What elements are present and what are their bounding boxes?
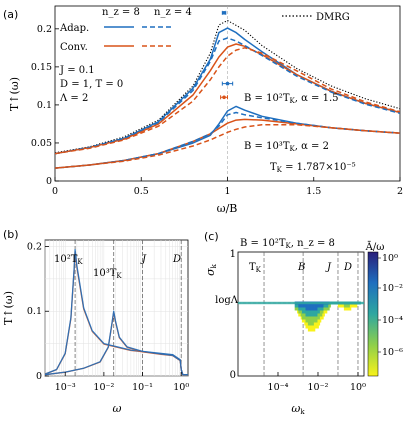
plot-a-ytick-label: 0.05 bbox=[31, 138, 52, 149]
panel-a-label: (a) bbox=[3, 8, 18, 21]
colorbar-label: Ā/ω bbox=[365, 241, 385, 253]
plot-a-series-line bbox=[55, 19, 400, 154]
plot-a-xtick-label: 2 bbox=[397, 186, 403, 197]
plot-c-ylabel: σk bbox=[204, 263, 218, 276]
plot-b-xtick-label: 10⁰ bbox=[173, 382, 189, 393]
plot-a-ytick-label: 0.15 bbox=[31, 62, 52, 73]
panel-b-label: (b) bbox=[3, 228, 19, 241]
plot-c-xlabel: ωk bbox=[291, 402, 305, 416]
plot-b-series-line bbox=[45, 250, 188, 376]
colorbar-tick-label: 10⁻⁶ bbox=[382, 347, 403, 358]
plot-b-series bbox=[45, 249, 188, 376]
annotation-lambda: Λ = 2 bbox=[59, 93, 88, 104]
panel-c: (c) B = 10²TK, n_z = 8 10⁻⁴ 10⁻² 10⁰ TK B … bbox=[204, 230, 403, 416]
plot-a-ytick-label: 0 bbox=[46, 176, 52, 187]
plot-a-xtick-label: 0.5 bbox=[134, 186, 149, 197]
plot-b-ytick-label: 0 bbox=[36, 371, 42, 382]
plot-b-series-line bbox=[45, 249, 188, 376]
plot-b-series-line bbox=[45, 310, 188, 376]
legend-conv-label: Conv. bbox=[60, 42, 88, 53]
panel-c-label: (c) bbox=[204, 230, 219, 243]
plot-c-frame bbox=[237, 251, 365, 377]
panel-b: (b) 10⁻³ 10⁻² 10⁻¹ 10⁰ 0 0.1 0.2 10²TK 10³TK J… bbox=[2, 228, 189, 415]
annotation-j: J = 0.1 bbox=[59, 65, 95, 76]
plot-a-series-line bbox=[55, 123, 400, 169]
plot-a-xtick-label: 1.5 bbox=[306, 186, 321, 197]
plot-c-heat-cell bbox=[354, 304, 358, 308]
colorbar-tick-label: 10⁰ bbox=[382, 253, 398, 264]
plot-c-label-j: J bbox=[325, 262, 332, 273]
plot-a-marker-point bbox=[222, 11, 226, 15]
plot-b-label-100tk: 10²TK bbox=[54, 254, 83, 266]
plot-c-heat-cell bbox=[316, 325, 319, 329]
plot-a-xlabel: ω/B bbox=[217, 202, 238, 215]
plot-a-series-line bbox=[55, 43, 400, 155]
plot-c-xtick-label: 10⁻² bbox=[308, 382, 329, 393]
annotation-d-t: D = 1, T = 0 bbox=[60, 79, 123, 90]
plot-c-heat-cell bbox=[318, 319, 322, 323]
plot-b-reference-lines bbox=[74, 240, 182, 376]
plot-b-label-d: D bbox=[172, 254, 181, 265]
plot-a-markers bbox=[220, 10, 234, 100]
plot-c-heat-cell bbox=[328, 304, 331, 308]
plot-c-heat-cell bbox=[324, 310, 328, 314]
plot-b-label-j: J bbox=[140, 254, 147, 265]
annotation-tk: TK = 1.787×10⁻⁵ bbox=[270, 162, 356, 174]
panel-a: (a) 0 0.5 1 1.5 2 0 0.05 0.1 0.15 0.2 n_z = 8 n_z… bbox=[3, 5, 403, 215]
plot-a-ylabel: T↑(ω) bbox=[8, 77, 21, 111]
plot-a-series bbox=[55, 19, 400, 169]
plot-c-heatmap bbox=[238, 301, 364, 332]
plot-b-xtick-label: 10⁻¹ bbox=[132, 382, 153, 393]
plot-a-ytick-label: 0.2 bbox=[37, 24, 52, 35]
colorbar-tick-label: 10⁻² bbox=[382, 283, 403, 294]
plot-b-ticks: 10⁻³ 10⁻² 10⁻¹ 10⁰ 0 0.1 0.2 bbox=[27, 241, 189, 393]
plot-a-series-line bbox=[55, 37, 400, 155]
plot-c-heat-cell bbox=[321, 316, 324, 320]
annotation-b-100: B = 10²TK, α = 1.5 bbox=[244, 93, 338, 105]
plot-c-label-tk: TK bbox=[249, 262, 262, 274]
plot-a-marker-point bbox=[222, 95, 226, 100]
colorbar-tick-label: 10⁻⁴ bbox=[382, 315, 403, 326]
plot-c-heat-cell bbox=[348, 307, 352, 311]
plot-a-series-line bbox=[55, 47, 400, 155]
plot-c-heat-cell bbox=[322, 313, 325, 317]
plot-c-xtick-label: 10⁻⁴ bbox=[268, 382, 289, 393]
plot-a-series-line bbox=[55, 111, 400, 169]
colorbar-ticks: 10⁰ 10⁻² 10⁻⁴ 10⁻⁶ bbox=[378, 253, 403, 358]
legend-adap-label: Adap. bbox=[59, 23, 89, 34]
plot-b-ytick-label: 0.2 bbox=[27, 241, 42, 252]
plot-c-heat-cell bbox=[327, 307, 330, 311]
plot-b-xtick-label: 10⁻³ bbox=[55, 382, 76, 393]
plot-c-ticks: 10⁻⁴ 10⁻² 10⁰ bbox=[268, 372, 366, 393]
plot-a-xtick-label: 0 bbox=[52, 186, 58, 197]
legend-header-nz8: n_z = 8 bbox=[102, 7, 140, 18]
plot-b-label-1000tk: 10³TK bbox=[93, 268, 122, 280]
plot-b-xtick-label: 10⁻² bbox=[93, 382, 114, 393]
plot-c-heat-band bbox=[238, 301, 364, 305]
plot-a-marker-point bbox=[225, 81, 230, 86]
plot-c-label-d: D bbox=[343, 262, 352, 273]
plot-b-ylabel: T↑(ω) bbox=[2, 291, 15, 325]
legend-header-nz4: n_z = 4 bbox=[154, 7, 192, 18]
plot-c-ytick-1: 1 bbox=[230, 249, 236, 260]
plot-a-xtick-label: 1 bbox=[224, 186, 230, 197]
legend-dmrg-label: DMRG bbox=[316, 12, 350, 23]
plot-c-heat-cell bbox=[317, 322, 321, 326]
plot-b-ytick-label: 0.1 bbox=[27, 306, 42, 317]
plot-c-title: B = 10²TK, n_z = 8 bbox=[240, 238, 335, 250]
plot-c-ytick-loglambda: logΛ bbox=[215, 295, 239, 306]
plot-c-ytick-0: 0 bbox=[230, 370, 236, 381]
plot-a-ytick-label: 0.1 bbox=[37, 100, 52, 111]
annotation-b-1000: B = 10³TK, α = 2 bbox=[244, 141, 329, 153]
plot-a-ticks: 0 0.5 1 1.5 2 0 0.05 0.1 0.15 0.2 bbox=[31, 24, 403, 197]
plot-c-label-b: B bbox=[297, 262, 305, 273]
plot-c-xtick-label: 10⁰ bbox=[350, 382, 366, 393]
plot-c-heat-cell bbox=[312, 328, 316, 332]
plot-b-xlabel: ω bbox=[113, 402, 122, 415]
colorbar bbox=[367, 251, 379, 377]
